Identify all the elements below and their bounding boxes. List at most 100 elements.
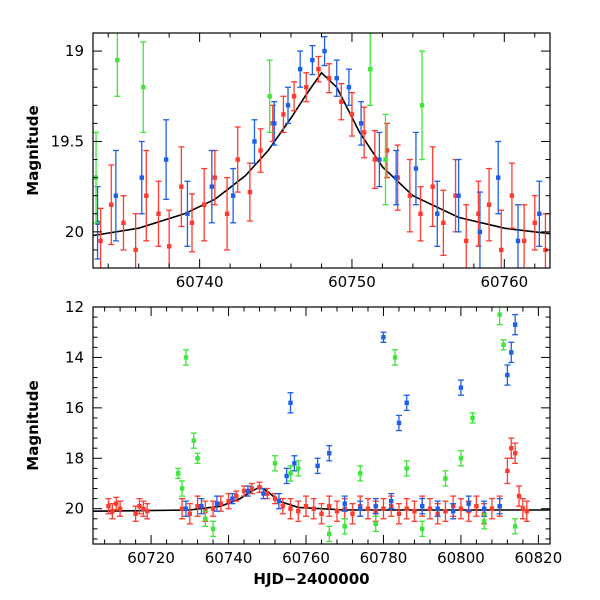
- data-point: [469, 412, 476, 424]
- data-point: [287, 497, 294, 520]
- point-marker: [257, 485, 262, 490]
- data-point: [521, 204, 528, 268]
- data-point: [194, 495, 201, 517]
- light-curve-top-panel: 60740 60750 60760 19 19.5 20 Magnitude: [24, 32, 551, 291]
- data-point: [516, 485, 523, 507]
- point-marker: [512, 451, 518, 456]
- point-marker: [176, 471, 181, 476]
- point-marker: [543, 247, 548, 253]
- point-marker: [349, 112, 355, 117]
- data-point: [182, 500, 189, 517]
- point-marker: [512, 322, 518, 327]
- point-marker: [358, 121, 364, 126]
- point-marker: [396, 420, 402, 426]
- data-point: [488, 497, 495, 520]
- point-marker: [381, 335, 386, 340]
- point-marker: [404, 506, 409, 511]
- point-marker: [288, 506, 293, 511]
- data-point: [248, 482, 255, 495]
- point-marker: [419, 503, 425, 509]
- data-point: [412, 131, 419, 206]
- point-marker: [179, 184, 184, 189]
- point-marker: [350, 511, 355, 516]
- data-point: [504, 364, 511, 386]
- point-marker: [185, 211, 190, 216]
- data-point: [357, 465, 364, 482]
- data-point: [198, 497, 205, 515]
- point-marker: [230, 193, 236, 198]
- point-marker: [404, 400, 409, 406]
- data-point: [508, 341, 515, 364]
- point-marker: [327, 531, 332, 537]
- point-marker: [520, 506, 526, 511]
- y-tick-label: 16: [65, 399, 84, 417]
- point-marker: [505, 372, 510, 378]
- point-marker: [195, 456, 200, 461]
- point-marker: [288, 471, 293, 476]
- data-point: [442, 500, 449, 522]
- data-point: [512, 518, 519, 535]
- point-marker: [458, 506, 464, 511]
- point-marker: [486, 202, 492, 207]
- data-point: [341, 495, 348, 512]
- data-point: [476, 191, 483, 268]
- data-point: [434, 500, 441, 517]
- y-tick-label: 19.5: [51, 132, 84, 150]
- point-marker: [247, 189, 253, 195]
- data-point: [463, 204, 470, 268]
- data-point: [144, 503, 151, 520]
- data-point: [531, 195, 538, 251]
- point-marker: [435, 211, 440, 216]
- data-point: [287, 392, 294, 414]
- point-marker: [435, 506, 440, 511]
- point-marker: [532, 220, 537, 226]
- data-point: [140, 500, 147, 517]
- point-marker: [443, 476, 448, 481]
- point-marker: [291, 94, 297, 99]
- point-marker: [296, 466, 301, 471]
- point-marker: [179, 506, 185, 511]
- data-point: [189, 193, 196, 253]
- point-marker: [252, 139, 257, 144]
- data-point: [213, 495, 220, 512]
- data-point: [417, 186, 424, 242]
- data-point: [272, 455, 279, 472]
- point-marker: [272, 496, 278, 501]
- point-marker: [189, 220, 195, 226]
- y-tick-label: 20: [65, 500, 84, 518]
- point-marker: [235, 157, 240, 162]
- data-point: [358, 101, 365, 146]
- point-marker: [179, 486, 185, 491]
- point-marker: [458, 385, 464, 390]
- data-point: [194, 452, 201, 464]
- data-point: [310, 497, 317, 520]
- point-marker: [224, 211, 230, 216]
- point-marker: [404, 466, 409, 471]
- data-point: [457, 379, 464, 396]
- data-point: [163, 119, 170, 200]
- data-point: [419, 520, 426, 538]
- series-0: [97, 55, 549, 268]
- point-marker: [117, 506, 123, 511]
- data-point: [166, 209, 173, 268]
- data-point: [201, 167, 208, 242]
- y-tick-label: 19: [65, 42, 84, 60]
- data-point: [138, 140, 145, 215]
- point-marker: [285, 103, 291, 108]
- point-marker: [476, 211, 481, 216]
- data-point: [297, 50, 304, 88]
- data-point: [287, 465, 294, 482]
- model-curve: [93, 71, 550, 237]
- x-tick-label: 60760: [282, 549, 330, 567]
- data-point: [233, 490, 240, 502]
- point-marker: [98, 238, 103, 244]
- data-point: [372, 515, 379, 533]
- point-marker: [106, 503, 111, 509]
- point-marker: [334, 509, 340, 514]
- data-point: [178, 146, 185, 228]
- point-marker: [109, 202, 114, 207]
- point-marker: [481, 506, 487, 511]
- point-marker: [361, 130, 367, 135]
- y-axis-label: Magnitude: [24, 380, 42, 470]
- data-point: [132, 213, 139, 268]
